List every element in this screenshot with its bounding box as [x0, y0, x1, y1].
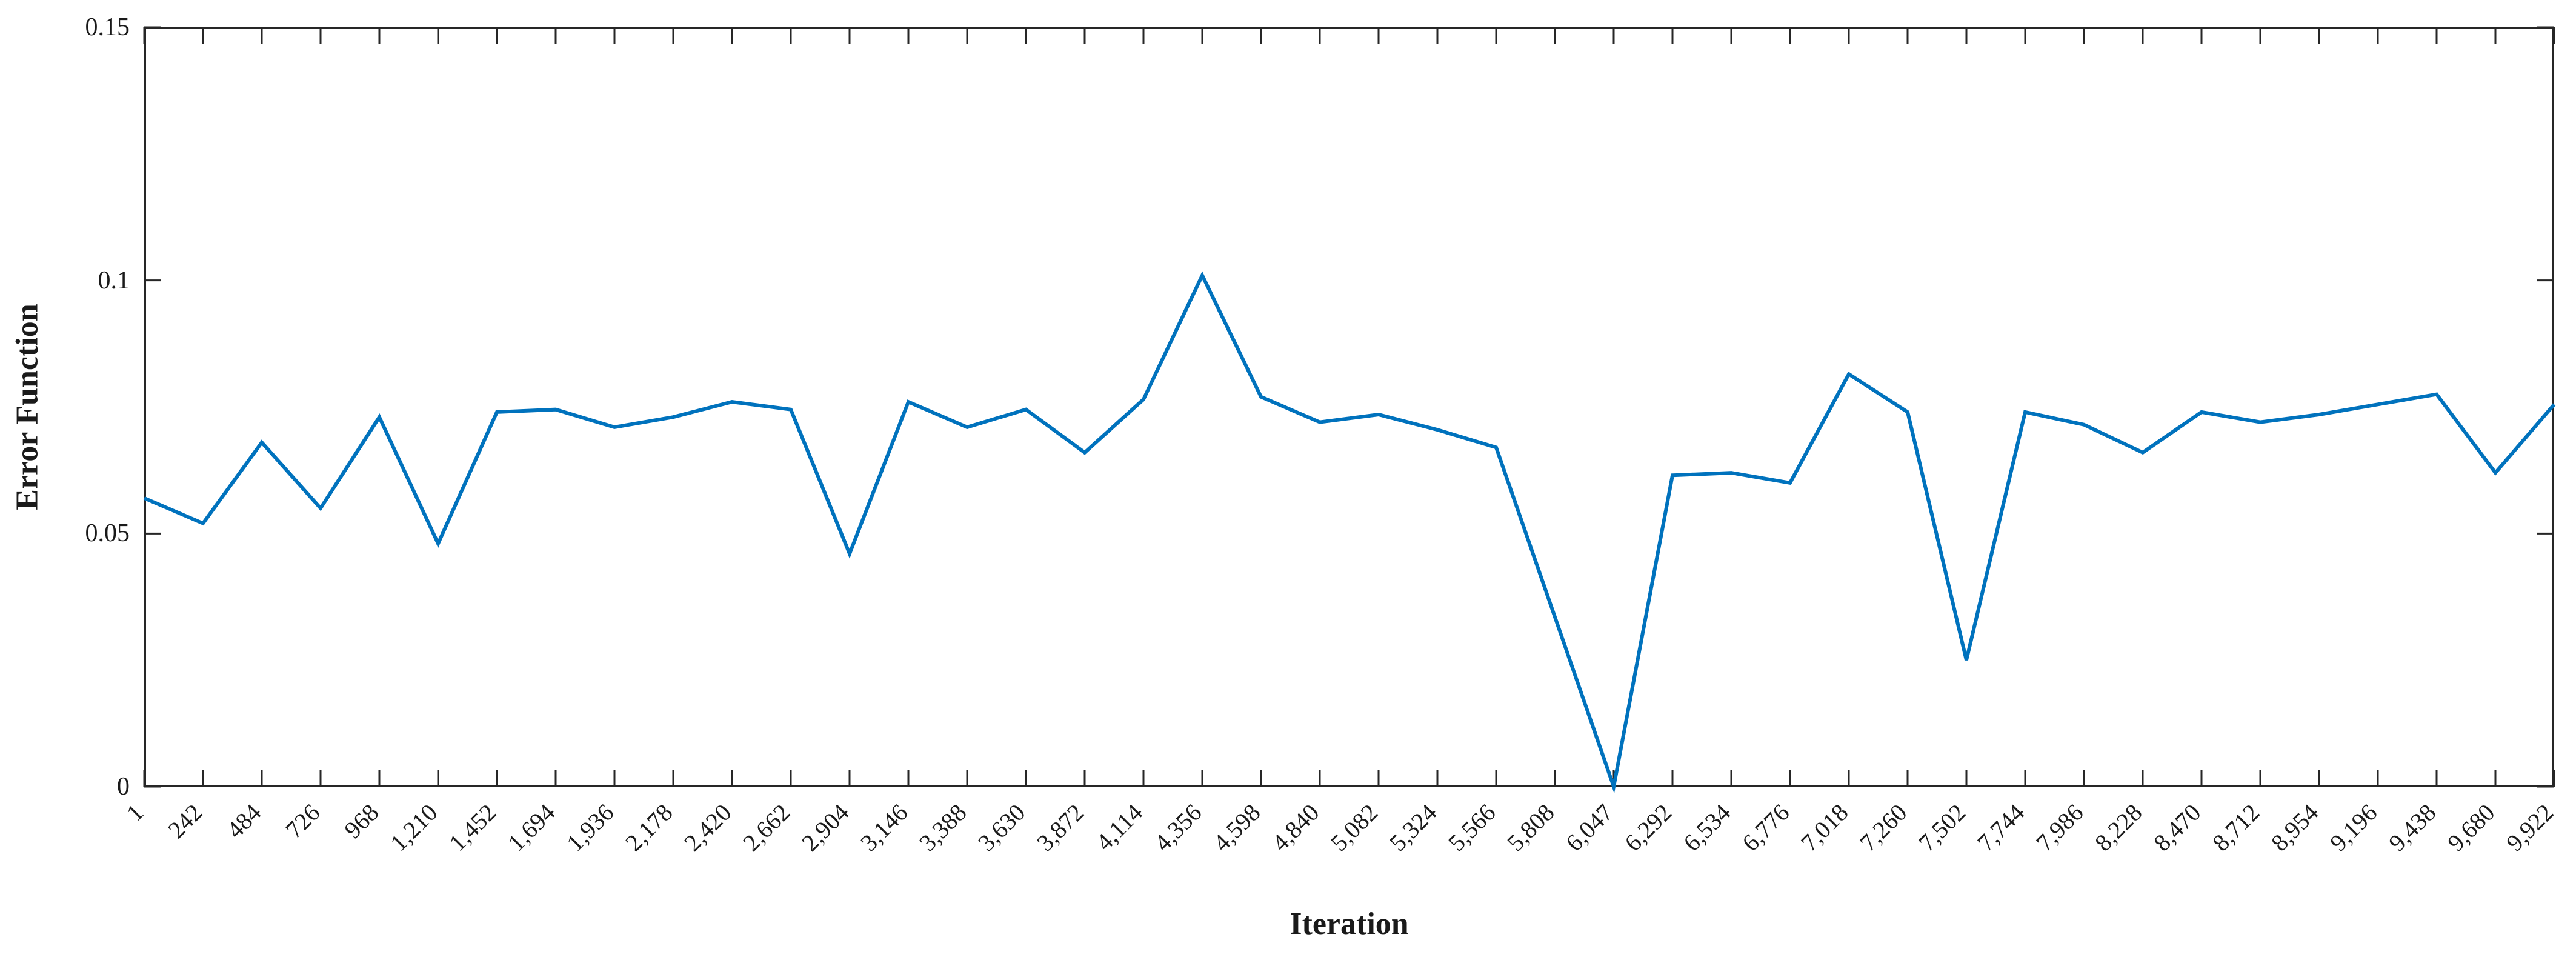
x-tick-label: 1,452 [444, 798, 502, 857]
x-tick-label: 6,776 [1737, 798, 1795, 857]
axes-box [144, 27, 2554, 787]
y-tick-label: 0 [117, 773, 130, 801]
x-tick-label: 9,196 [2325, 798, 2383, 857]
x-tick-label: 2,662 [737, 798, 796, 857]
x-tick-label: 9,922 [2501, 798, 2559, 857]
x-tick-label: 7,260 [1854, 798, 1912, 857]
x-tick-label: 5,324 [1384, 798, 1442, 857]
x-tick-label: 7,502 [1913, 798, 1971, 857]
x-tick-label: 4,356 [1149, 798, 1207, 857]
plot-canvas [143, 26, 2556, 794]
x-tick-label: 8,954 [2266, 798, 2324, 857]
x-tick-label: 6,292 [1619, 798, 1677, 857]
x-tick-label: 1,694 [502, 798, 561, 857]
x-tick-label: 242 [162, 798, 208, 844]
x-axis-label-wrap: Iteration [144, 906, 2554, 942]
x-tick-label: 5,808 [1502, 798, 1560, 857]
y-tick-label: 0.1 [98, 266, 130, 295]
x-tick-label: 4,598 [1208, 798, 1266, 857]
x-axis-label: Iteration [1290, 907, 1409, 941]
x-tick-label: 726 [280, 798, 325, 844]
error-line [143, 271, 2556, 794]
x-tick-label: 1 [121, 798, 149, 827]
y-axis-label: Error Function [10, 304, 45, 510]
x-tick-label: 6,534 [1678, 798, 1736, 857]
x-tick-label: 3,872 [1031, 798, 1090, 857]
x-tick-label: 3,146 [855, 798, 913, 857]
x-tick-label: 2,420 [679, 798, 737, 857]
x-tick-label: 2,904 [796, 798, 854, 857]
x-tick-label: 9,438 [2383, 798, 2441, 857]
x-tick-label: 8,712 [2207, 798, 2265, 857]
x-tick-label: 484 [221, 798, 267, 844]
y-tick-label: 0.05 [85, 519, 130, 548]
x-tick-label: 8,228 [2089, 798, 2148, 857]
plot-area [143, 26, 2556, 794]
x-tick-label: 1,210 [385, 798, 443, 857]
y-tick-label: 0.15 [85, 13, 130, 41]
x-tick-label: 4,114 [1091, 798, 1148, 856]
x-tick-label: 9,680 [2442, 798, 2500, 857]
x-tick-label: 968 [339, 798, 384, 844]
x-tick-label: 3,388 [914, 798, 972, 857]
x-tick-label: 3,630 [973, 798, 1031, 857]
y-axis-label-wrap: Error Function [0, 27, 55, 787]
x-tick-label: 7,018 [1796, 798, 1854, 857]
x-tick-label: 8,470 [2148, 798, 2206, 857]
x-tick-label: 7,986 [2031, 798, 2089, 857]
x-tick-label: 7,744 [1972, 798, 2030, 857]
x-tick-label: 1,936 [561, 798, 619, 857]
x-tick-label: 6,047 [1560, 798, 1619, 857]
x-tick-label: 5,082 [1325, 798, 1383, 857]
x-tick-label: 4,840 [1266, 798, 1325, 857]
x-tick-label: 2,178 [620, 798, 678, 857]
x-tick-label: 5,566 [1443, 798, 1501, 857]
